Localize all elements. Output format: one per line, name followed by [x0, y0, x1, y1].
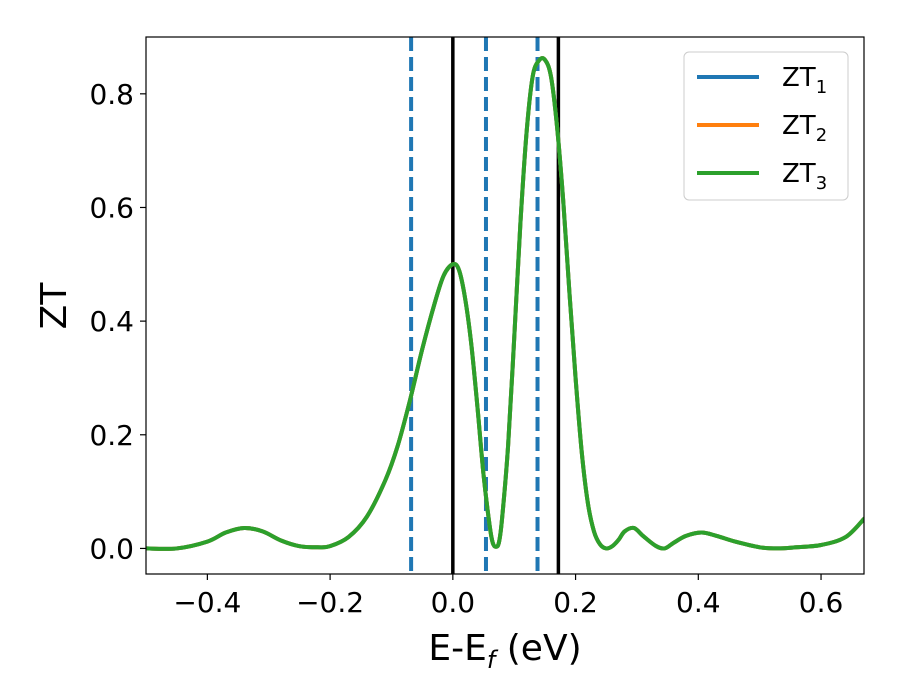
plot-frame [145, 36, 865, 575]
x-tick-label: −0.2 [296, 586, 364, 619]
y-tick-label: 0.6 [89, 191, 134, 224]
x-axis-label-main: E-E [428, 628, 486, 669]
x-tick-label: 0.2 [553, 586, 598, 619]
legend-label-zt3: ZT3 [782, 159, 827, 194]
x-axis-label-unit: (eV) [495, 628, 581, 669]
x-tick-label: −0.4 [173, 586, 241, 619]
legend-label-zt1: ZT1 [782, 63, 827, 98]
series-line-zt3 [146, 56, 864, 551]
y-axis-ticks: 0.0 0.2 0.4 0.6 0.8 [89, 78, 146, 565]
legend-label-zt2: ZT2 [782, 111, 827, 146]
y-axis-label: ZT [34, 282, 75, 330]
legend-box [683, 51, 849, 201]
legend: ZT1 ZT2 ZT3 [683, 51, 849, 201]
y-tick-label: 0.0 [89, 532, 134, 565]
x-tick-label: 0.6 [799, 586, 844, 619]
x-axis-ticks: −0.4 −0.2 0.0 0.2 0.4 0.6 [173, 574, 843, 619]
y-tick-label: 0.4 [89, 305, 134, 338]
x-axis-label: E-Ef (eV) [428, 628, 581, 674]
series-lines [146, 56, 864, 551]
x-tick-label: 0.4 [676, 586, 721, 619]
y-tick-label: 0.2 [89, 419, 134, 452]
x-tick-label: 0.0 [431, 586, 476, 619]
y-tick-label: 0.8 [89, 78, 134, 111]
